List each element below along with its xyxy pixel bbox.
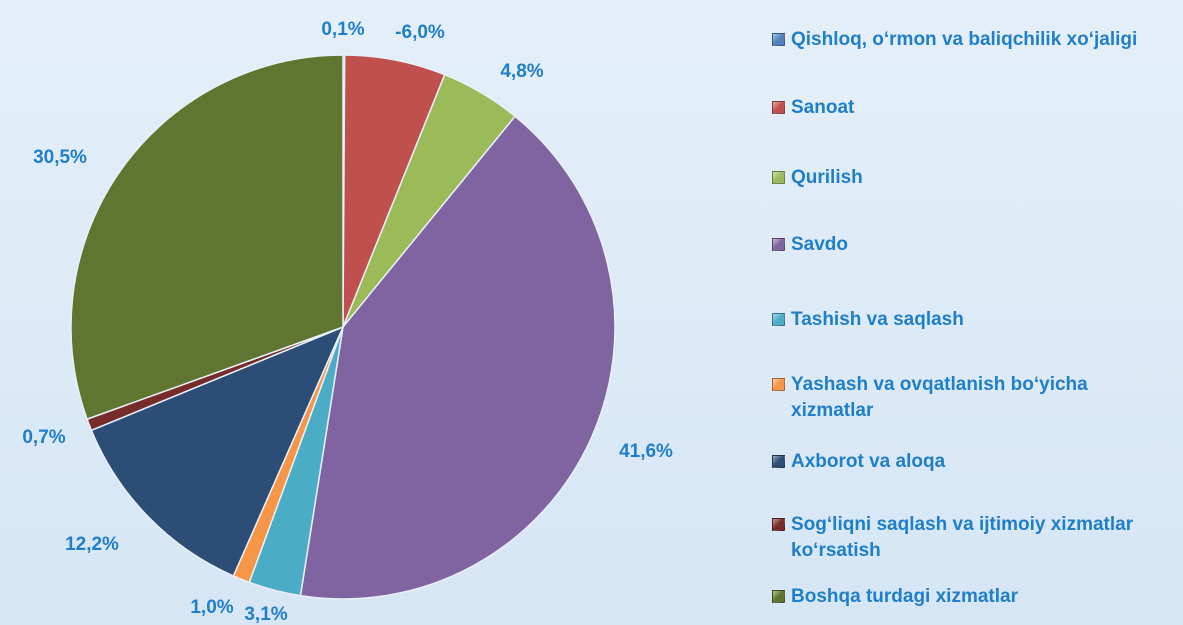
legend-item: Savdo	[772, 232, 1182, 258]
data-label: 41,6%	[619, 441, 673, 462]
legend-item: Axborot va aloqa	[772, 449, 1182, 475]
legend-item: Yashash va ovqatlanish bo‘yicha xizmatla…	[772, 372, 1182, 424]
legend-swatch	[772, 33, 785, 46]
legend-item: Tashish va saqlash	[772, 307, 1182, 333]
data-label: 4,8%	[500, 61, 543, 82]
legend-swatch	[772, 313, 785, 326]
data-label: 0,1%	[321, 19, 364, 40]
legend-item: Sog‘liqni saqlash va ijtimoiy xizmatlar …	[772, 512, 1182, 564]
legend-label: Sanoat	[791, 97, 855, 118]
data-label: 0,7%	[22, 427, 65, 448]
legend-swatch	[772, 455, 785, 468]
chart: 0,1% -6,0% 4,8% 41,6% 3,1% 1,0% 12,2% 0,7% 30,5%	[22, 19, 673, 625]
legend-label: Qishloq, o‘rmon va baliqchilik xo‘jaligi	[791, 29, 1138, 50]
pie-slice	[90, 325, 345, 577]
data-label: 3,1%	[244, 604, 287, 625]
legend-swatch	[772, 171, 785, 184]
legend-swatch	[772, 590, 785, 603]
legend-swatch	[772, 378, 785, 391]
legend-label: Sog‘liqni saqlash va ijtimoiy xizmatlar …	[791, 514, 1134, 561]
data-label: 1,0%	[190, 597, 233, 618]
legend-label: Boshqa turdagi xizmatlar	[791, 586, 1018, 607]
legend-label: Tashish va saqlash	[791, 309, 964, 330]
legend-swatch	[772, 518, 785, 531]
legend-label: Yashash va ovqatlanish bo‘yicha xizmatla…	[791, 374, 1088, 421]
legend-label: Axborot va aloqa	[791, 451, 946, 472]
legend-item: Boshqa turdagi xizmatlar	[772, 584, 1182, 610]
legend-label: Qurilish	[791, 167, 863, 188]
data-label: 12,2%	[65, 534, 119, 555]
legend-item: Qishloq, o‘rmon va baliqchilik xo‘jaligi	[772, 27, 1182, 53]
legend-item: Sanoat	[772, 95, 1182, 121]
legend-item: Qurilish	[772, 165, 1182, 191]
pie-slice	[299, 115, 616, 600]
legend-label: Savdo	[791, 234, 849, 255]
data-label: -6,0%	[395, 22, 445, 43]
legend-swatch	[772, 101, 785, 114]
data-label: 30,5%	[33, 147, 87, 168]
legend-swatch	[772, 238, 785, 251]
pie-slice	[70, 54, 344, 421]
